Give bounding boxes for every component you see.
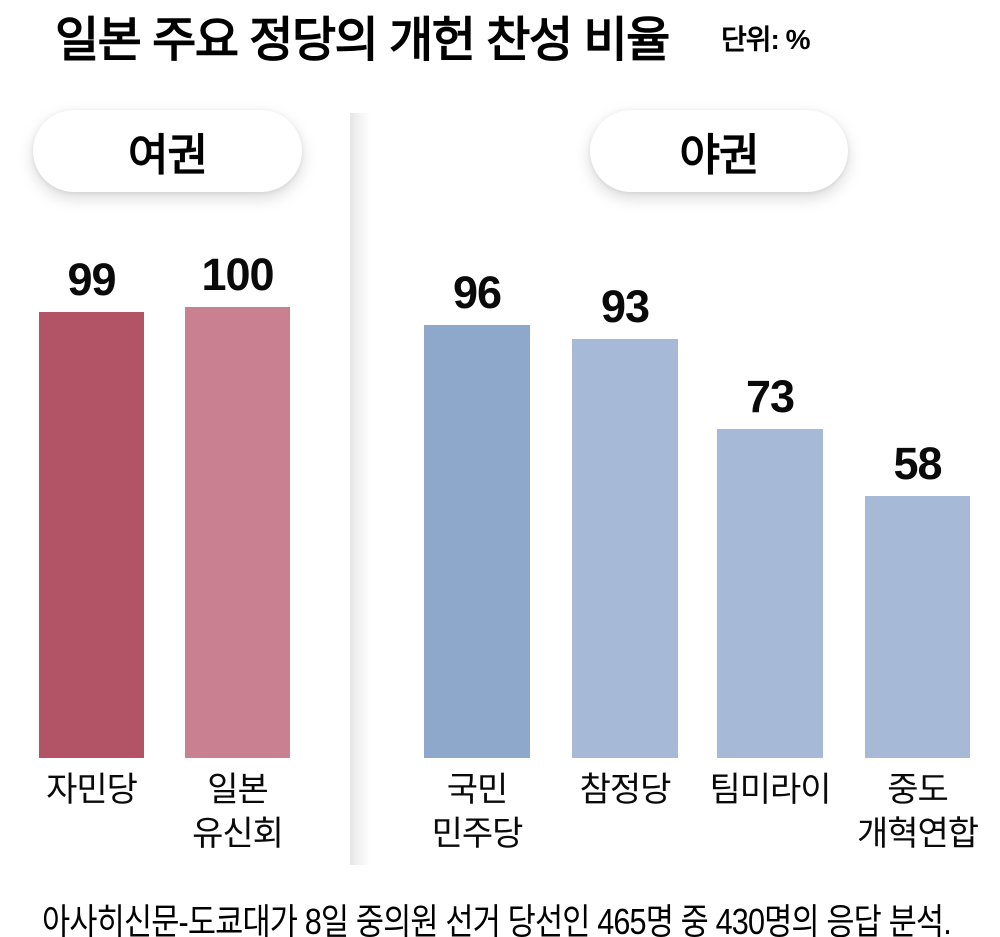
bar-value-opposition-3: 58 (893, 438, 942, 489)
bar-ruling-1 (185, 307, 290, 758)
badge-opposition-group: 야권 (590, 110, 848, 192)
unit-label: 단위: % (721, 24, 811, 55)
bar-value-opposition-2: 73 (745, 371, 795, 422)
badge-ruling-label: 여권 (128, 131, 208, 180)
badge-opposition-label: 야권 (679, 131, 760, 180)
bar-category-ruling-0: 자민당 (46, 771, 138, 809)
source-note: 아사히신문-도쿄대가 8일 중의원 선거 당선인 465명 중 430명의 응답… (42, 901, 952, 937)
badge-ruling-group: 여권 (33, 110, 302, 192)
bar-opposition-1 (572, 339, 678, 758)
bar-category-ruling-1: 일본 유신회 (192, 771, 284, 853)
bar-value-ruling-1: 100 (201, 249, 274, 300)
group-divider (350, 113, 369, 865)
bar-ruling-0 (39, 312, 144, 758)
bar-opposition-3 (865, 496, 970, 758)
bar-category-opposition-3: 중도 개혁연합 (856, 771, 979, 853)
bar-category-opposition-1: 참정당 (579, 771, 672, 809)
bar-value-opposition-1: 93 (600, 281, 650, 332)
bar-category-opposition-0: 국민 민주당 (431, 771, 524, 853)
bar-value-opposition-0: 96 (452, 267, 502, 318)
bar-opposition-0 (424, 325, 530, 758)
bar-category-opposition-2: 팀미라이 (709, 771, 831, 809)
chart-title: 일본 주요 정당의 개헌 찬성 비율 (55, 14, 670, 67)
bar-value-ruling-0: 99 (67, 254, 116, 305)
bar-opposition-2 (717, 429, 823, 758)
